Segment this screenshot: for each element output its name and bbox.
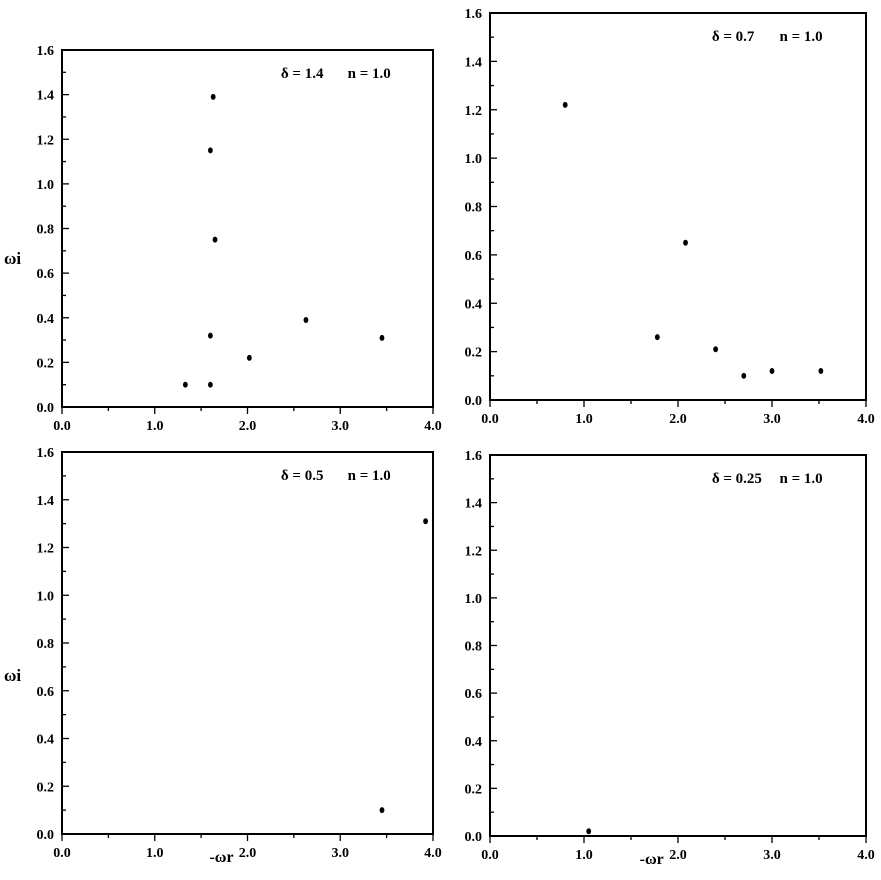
- data-point: [769, 367, 775, 374]
- y-tick-label: 1.4: [465, 497, 483, 512]
- x-axis-label: -ωr: [209, 849, 233, 866]
- y-tick-label: 0.0: [465, 394, 483, 409]
- x-tick-label: 0.0: [481, 848, 499, 863]
- x-tick-label: 0.0: [53, 419, 71, 434]
- plot-frame: [489, 12, 867, 401]
- y-tick-label: 1.6: [37, 446, 55, 461]
- data-point: [208, 381, 213, 388]
- y-tick-label: 0.0: [465, 830, 483, 845]
- y-tick-label: 0.2: [465, 346, 483, 361]
- x-tick-label: 3.0: [332, 846, 350, 861]
- y-tick-label: 1.6: [37, 44, 55, 59]
- y-tick-label: 1.0: [37, 178, 55, 193]
- x-tick-label: 2.0: [669, 848, 687, 863]
- y-tick-label: 1.2: [465, 544, 483, 559]
- y-tick-label: 0.8: [37, 223, 55, 238]
- data-point: [212, 236, 218, 243]
- y-tick-label: 1.0: [465, 592, 483, 607]
- y-tick-label: 1.2: [465, 104, 483, 119]
- y-tick-label: 1.6: [465, 449, 483, 464]
- y-tick-label: 0.8: [37, 637, 55, 652]
- data-point: [379, 807, 385, 814]
- x-tick-label: 3.0: [763, 412, 781, 427]
- data-point: [210, 93, 216, 100]
- y-tick-label: 0.2: [37, 780, 55, 795]
- y-tick-label: 1.6: [465, 7, 483, 22]
- chart-panel-2: 0.0 1.0 2.0 3.0 4.0 0.0 0.2 0.4 0.6 0.8 1.0 1.2 1.4 1…: [465, 7, 875, 427]
- x-tick-label: 4.0: [857, 412, 875, 427]
- x-tick-label: 4.0: [424, 419, 442, 434]
- n-annotation: n = 1.0: [780, 471, 823, 487]
- data-point: [683, 239, 688, 246]
- data-point: [208, 147, 213, 154]
- y-axis-label: ωi: [4, 666, 21, 685]
- data-point: [208, 332, 213, 339]
- y-tick-label: 0.6: [465, 687, 483, 702]
- y-tick-label: 0.6: [37, 267, 55, 282]
- x-tick-label: 3.0: [332, 419, 350, 434]
- data-point: [379, 334, 385, 341]
- data-point: [246, 354, 252, 361]
- y-tick-label: 1.0: [465, 152, 483, 167]
- data-point: [713, 346, 718, 353]
- x-tick-label: 4.0: [857, 848, 875, 863]
- y-tick-label: 0.4: [37, 733, 55, 748]
- y-tick-label: 0.4: [465, 735, 483, 750]
- chart-panel-4: 0.0 1.0 2.0 3.0 4.0 0.0 0.2 0.4 0.6 0.8 1.0 1.2 1.4 1…: [465, 449, 875, 868]
- y-tick-label: 1.2: [37, 133, 55, 148]
- y-tick-label: 0.2: [465, 782, 483, 797]
- data-point: [586, 828, 592, 835]
- data-point: [182, 381, 188, 388]
- data-point: [818, 367, 824, 374]
- delta-annotation: δ = 0.5: [281, 468, 324, 484]
- x-tick-label: 2.0: [239, 419, 257, 434]
- plot-frame: [61, 451, 434, 835]
- n-annotation: n = 1.0: [348, 468, 391, 484]
- y-tick-label: 1.4: [37, 494, 55, 509]
- delta-annotation: δ = 1.4: [281, 66, 324, 82]
- y-tick-label: 0.8: [465, 640, 483, 655]
- y-tick-label: 0.4: [37, 312, 55, 327]
- chart-panel-3: 0.0 1.0 2.0 3.0 4.0 0.0 0.2 0.4 0.6 0.8 1.0 1.2 1.4 1…: [4, 446, 442, 866]
- plot-frame: [61, 49, 434, 408]
- x-tick-label: 1.0: [146, 846, 164, 861]
- y-tick-label: 1.4: [465, 55, 483, 70]
- y-axis-label: ωi: [4, 249, 21, 268]
- x-tick-label: 1.0: [575, 848, 593, 863]
- x-tick-label: 0.0: [53, 846, 71, 861]
- y-tick-label: 1.0: [37, 589, 55, 604]
- y-tick-label: 0.0: [37, 828, 55, 843]
- y-tick-label: 0.4: [465, 297, 483, 312]
- y-tick-label: 0.6: [465, 249, 483, 264]
- y-tick-label: 0.0: [37, 401, 55, 416]
- x-axis-label: -ωr: [640, 851, 664, 868]
- delta-annotation: δ = 0.7: [712, 29, 755, 45]
- data-point: [303, 316, 309, 323]
- x-tick-label: 0.0: [481, 412, 499, 427]
- n-annotation: n = 1.0: [780, 29, 823, 45]
- delta-annotation: δ = 0.25: [712, 471, 762, 487]
- plot-frame: [489, 454, 867, 837]
- data-point: [423, 518, 428, 525]
- x-tick-label: 1.0: [575, 412, 593, 427]
- chart-panel-1: 0.0 1.0 2.0 3.0 4.0 0.0 0.2 0.4 0.6 0.8 1.0 1.2 1.4 1…: [4, 44, 442, 434]
- data-point: [562, 101, 568, 108]
- y-tick-label: 0.2: [37, 356, 55, 371]
- y-tick-label: 0.8: [465, 201, 483, 216]
- x-tick-label: 3.0: [763, 848, 781, 863]
- data-point: [741, 372, 747, 379]
- x-tick-label: 2.0: [669, 412, 687, 427]
- data-point: [654, 334, 660, 341]
- y-tick-label: 1.2: [37, 542, 55, 557]
- x-tick-label: 2.0: [239, 846, 257, 861]
- n-annotation: n = 1.0: [348, 66, 391, 82]
- y-tick-label: 1.4: [37, 89, 55, 104]
- y-tick-label: 0.6: [37, 685, 55, 700]
- x-tick-label: 1.0: [146, 419, 164, 434]
- x-tick-label: 4.0: [424, 846, 442, 861]
